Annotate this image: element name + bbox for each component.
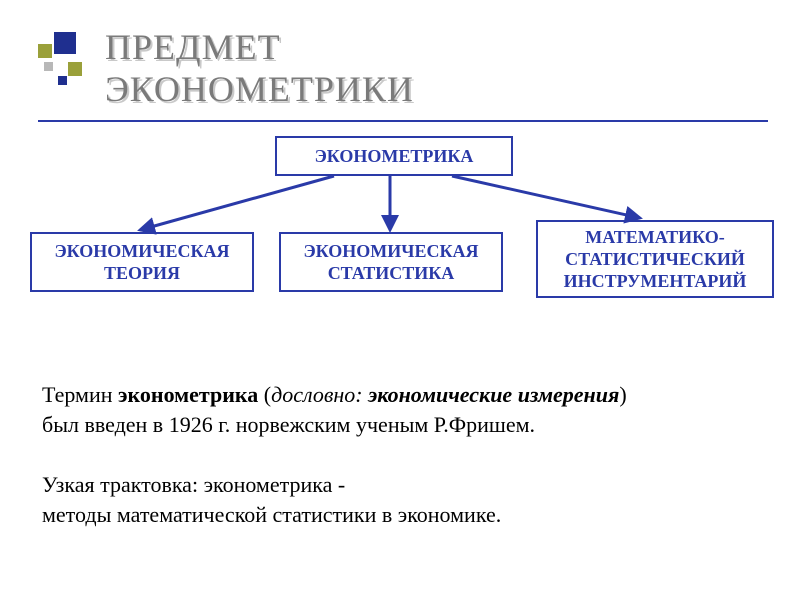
diagram-root-label: ЭКОНОМЕТРИКА xyxy=(315,145,474,167)
diagram-child1-box: ЭКОНОМИЧЕСКАЯ ТЕОРИЯ xyxy=(30,232,254,292)
p1-open: ( xyxy=(258,382,271,407)
p1-bolditalic: экономические измерения xyxy=(368,382,619,407)
diagram-child2-label: ЭКОНОМИЧЕСКАЯ СТАТИСТИКА xyxy=(303,240,478,284)
p1-term: эконометрика xyxy=(118,382,258,407)
p1-close: ) xyxy=(619,382,626,407)
diagram-root-box: ЭКОНОМЕТРИКА xyxy=(275,136,513,176)
title-line-1: ПРЕДМЕТ xyxy=(105,27,281,67)
diagram-child2-box: ЭКОНОМИЧЕСКАЯ СТАТИСТИКА xyxy=(279,232,503,292)
p1-rest: был введен в 1926 г. норвежским ученым Р… xyxy=(42,412,535,437)
p1-literal: дословно: xyxy=(271,382,368,407)
diagram-child3-box: МАТЕМАТИКО- СТАТИСТИЧЕСКИЙ ИНСТРУМЕНТАРИ… xyxy=(536,220,774,298)
title-line-2: ЭКОНОМЕТРИКИ xyxy=(105,69,414,109)
body-paragraph-2: Узкая трактовка: эконометрика - методы м… xyxy=(42,470,501,530)
diagram-child1-label: ЭКОНОМИЧЕСКАЯ ТЕОРИЯ xyxy=(54,240,229,284)
p1-prefix: Термин xyxy=(42,382,118,407)
econometrics-diagram: ЭКОНОМЕТРИКА ЭКОНОМИЧЕСКАЯ ТЕОРИЯ ЭКОНОМ… xyxy=(0,128,800,338)
body-paragraph-1: Термин эконометрика (дословно: экономиче… xyxy=(42,380,627,440)
bullet-cluster xyxy=(32,32,88,88)
p2-l1: Узкая трактовка: эконометрика - xyxy=(42,472,345,497)
diagram-child3-label: МАТЕМАТИКО- СТАТИСТИЧЕСКИЙ ИНСТРУМЕНТАРИ… xyxy=(564,226,747,292)
page-title: ПРЕДМЕТ ЭКОНОМЕТРИКИ xyxy=(105,26,414,110)
title-underline xyxy=(38,120,768,122)
p2-l2: методы математической статистики в эконо… xyxy=(42,502,501,527)
